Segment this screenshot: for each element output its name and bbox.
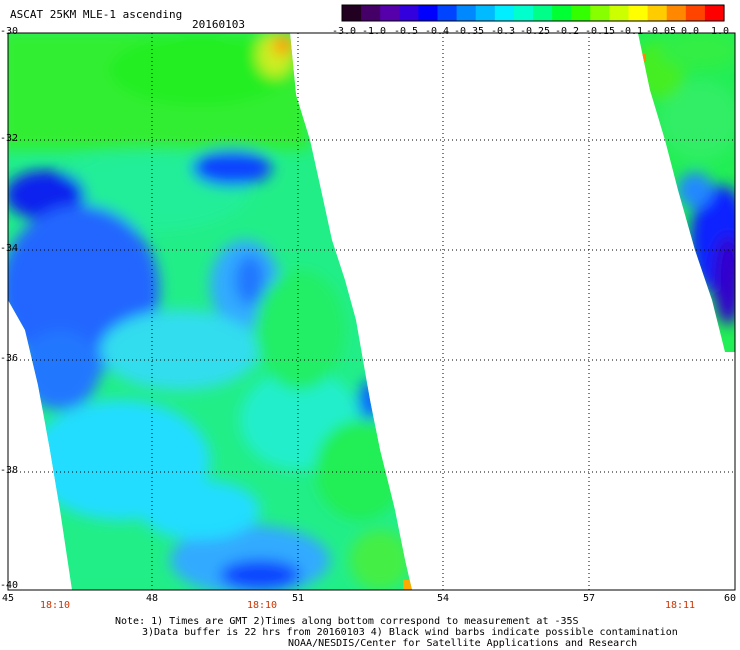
time-label: 18:11 bbox=[664, 600, 696, 611]
colorbar-label: 1.0 bbox=[710, 26, 730, 37]
colorbar-segment bbox=[380, 5, 400, 21]
map-date: 20160103 bbox=[192, 18, 245, 31]
lon-label: 48 bbox=[145, 593, 159, 604]
colorbar-segment bbox=[494, 5, 515, 21]
time-label: 18:10 bbox=[39, 600, 71, 611]
map-title: ASCAT 25KM MLE-1 ascending bbox=[10, 8, 183, 21]
colorbar-segment bbox=[628, 5, 649, 21]
colorbar-label: 0.0 bbox=[680, 26, 700, 37]
left-swath bbox=[8, 33, 412, 590]
lat-label: -34 bbox=[0, 243, 19, 254]
colorbar-segment bbox=[533, 5, 553, 21]
lon-label: 45 bbox=[1, 593, 15, 604]
colorbar-label: -0.05 bbox=[645, 26, 677, 37]
time-label: 18:10 bbox=[246, 600, 278, 611]
colorbar-segment bbox=[342, 5, 362, 21]
lat-label: -30 bbox=[0, 26, 19, 37]
colorbar-segment bbox=[704, 5, 725, 21]
colorbar-label: -0.35 bbox=[453, 26, 485, 37]
colorbar-segment bbox=[475, 5, 496, 21]
note-line-2: 3)Data buffer is 22 hrs from 20160103 4)… bbox=[142, 627, 678, 638]
colorbar-label: -0.1 bbox=[618, 26, 644, 37]
colorbar-segment bbox=[399, 5, 419, 21]
colorbar-segment bbox=[647, 5, 668, 21]
lat-label: -32 bbox=[0, 133, 19, 144]
lon-label: 51 bbox=[291, 593, 305, 604]
colorbar-segment bbox=[609, 5, 630, 21]
colorbar-label: -1.0 bbox=[361, 26, 387, 37]
colorbar-label: -0.4 bbox=[424, 26, 450, 37]
note-line-1: Note: 1) Times are GMT 2)Times along bot… bbox=[115, 616, 579, 627]
colorbar-segment bbox=[552, 5, 572, 21]
colorbar-label: -0.3 bbox=[490, 26, 516, 37]
lat-lon-grid bbox=[8, 33, 735, 590]
colorbar-segment bbox=[456, 5, 477, 21]
colorbar-label: -0.2 bbox=[554, 26, 580, 37]
colorbar-segment bbox=[590, 5, 610, 21]
colorbar-label: -0.25 bbox=[519, 26, 551, 37]
colorbar-frame bbox=[341, 4, 725, 22]
colorbar-label: -0.5 bbox=[393, 26, 419, 37]
lat-label: -36 bbox=[0, 353, 19, 364]
lat-label: -38 bbox=[0, 465, 19, 476]
colorbar-segment bbox=[437, 5, 458, 21]
lat-label: -40 bbox=[0, 580, 19, 591]
colorbar-segment bbox=[418, 5, 439, 21]
colorbar-label: -0.15 bbox=[584, 26, 616, 37]
note-line-3: NOAA/NESDIS/Center for Satellite Applica… bbox=[288, 638, 638, 649]
plot-frame bbox=[7, 32, 736, 591]
colorbar-segment bbox=[571, 5, 591, 21]
colorbar-segment bbox=[513, 5, 534, 21]
colorbar bbox=[342, 5, 725, 21]
right-swath bbox=[638, 33, 735, 352]
lon-label: 54 bbox=[436, 593, 450, 604]
colorbar-segment bbox=[685, 5, 706, 21]
colorbar-segment bbox=[361, 5, 381, 21]
colorbar-segment bbox=[666, 5, 687, 21]
colorbar-label: -3.0 bbox=[331, 26, 357, 37]
lon-label: 60 bbox=[723, 593, 737, 604]
lon-label: 57 bbox=[582, 593, 596, 604]
